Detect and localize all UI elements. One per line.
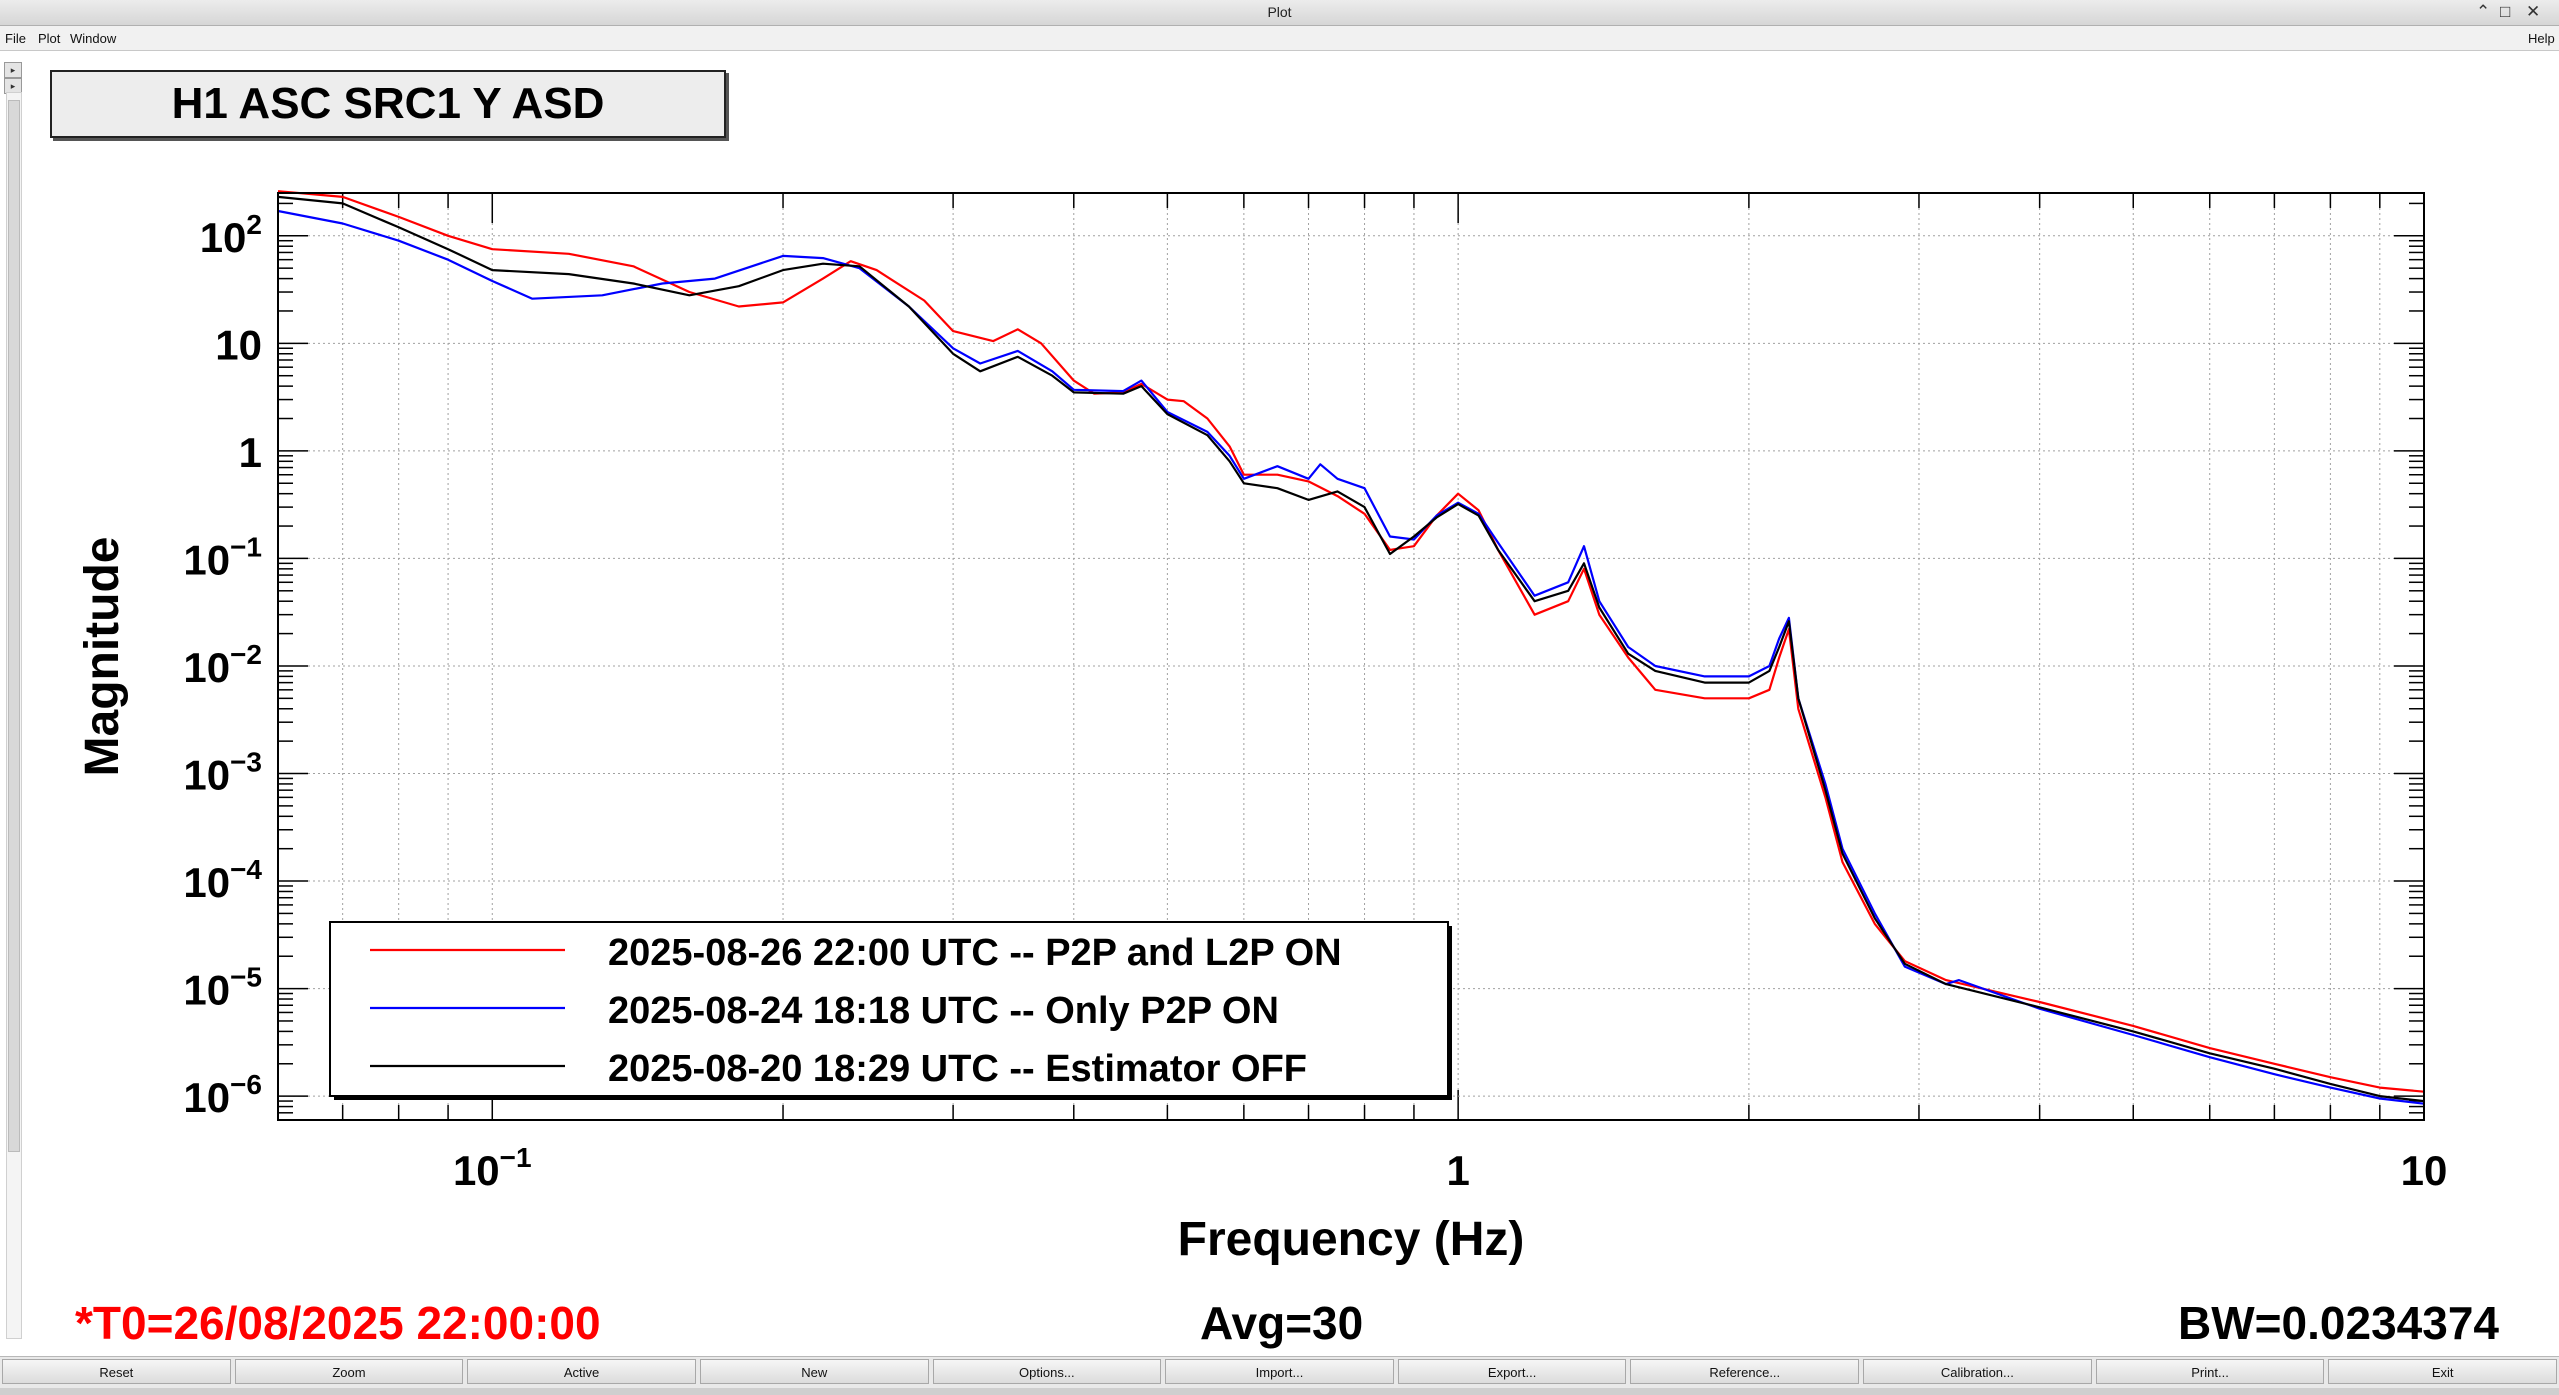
- y-tick-base: 10: [183, 752, 230, 799]
- legend-label-0: 2025-08-26 22:00 UTC -- P2P and L2P ON: [608, 932, 1342, 974]
- window-title: Plot: [1267, 4, 1292, 20]
- button-zoom[interactable]: Zoom: [234, 1359, 464, 1384]
- y-tick-base: 10: [183, 644, 230, 691]
- x-tick-label: 1: [1446, 1147, 1469, 1194]
- button-export[interactable]: Export...: [1397, 1359, 1627, 1384]
- y-tick-base: 10: [183, 1074, 230, 1121]
- y-tick-base: 10: [183, 536, 230, 583]
- y-tick-base: 10: [183, 967, 230, 1014]
- status-avg: Avg=30: [1200, 1297, 1364, 1349]
- bottom-strip: [0, 1388, 2559, 1395]
- button-calibration[interactable]: Calibration...: [1863, 1359, 2092, 1384]
- y-tick-label: 10−2: [183, 639, 262, 691]
- x-tick-label: 10: [2401, 1147, 2448, 1194]
- y-tick-exponent: −4: [230, 854, 262, 885]
- y-axis-label: Magnitude: [76, 537, 129, 777]
- close-window-icon[interactable]: ✕: [2526, 2, 2541, 21]
- y-tick-exponent: −2: [230, 639, 262, 670]
- scrollbar-thumb[interactable]: [8, 100, 20, 1152]
- y-tick-exponent: −6: [230, 1069, 262, 1100]
- x-tick-base: 1: [1446, 1147, 1469, 1194]
- y-tick-base: 1: [239, 429, 262, 476]
- y-tick-label: 10−1: [183, 531, 262, 583]
- menu-file[interactable]: File: [5, 31, 26, 46]
- series-line-0: [277, 190, 2425, 1093]
- legend-label-2: 2025-08-20 18:29 UTC -- Estimator OFF: [608, 1048, 1307, 1090]
- pad-arrow-up-icon[interactable]: ▸: [4, 62, 22, 78]
- window-titlebar: Plot ⌃ □ ✕: [0, 0, 2559, 26]
- y-tick-base: 10: [200, 214, 247, 261]
- menu-bar: File Plot Window Help: [0, 26, 2559, 51]
- x-tick-label: 10−1: [453, 1142, 532, 1194]
- y-tick-exponent: −3: [230, 747, 262, 778]
- status-t0: *T0=26/08/2025 22:00:00: [75, 1297, 601, 1349]
- y-tick-label: 10−6: [183, 1069, 262, 1121]
- y-tick-base: 10: [183, 859, 230, 906]
- status-bw: BW=0.0234374: [2178, 1297, 2499, 1349]
- button-bar: Reset Zoom Active New Options... Import... Exp…: [0, 1356, 2559, 1388]
- button-import[interactable]: Import...: [1165, 1359, 1394, 1384]
- button-active[interactable]: Active: [467, 1359, 696, 1384]
- menu-help[interactable]: Help: [2528, 31, 2555, 46]
- x-tick-exponent: −1: [500, 1142, 532, 1173]
- y-tick-exponent: −1: [230, 531, 262, 562]
- series-line-2: [277, 195, 2425, 1103]
- button-reset[interactable]: Reset: [2, 1359, 231, 1384]
- y-tick-label: 10: [215, 321, 262, 368]
- series-line-1: [277, 209, 2425, 1105]
- button-reference[interactable]: Reference...: [1630, 1359, 1860, 1384]
- x-tick-base: 10: [453, 1147, 500, 1194]
- menu-window[interactable]: Window: [70, 31, 117, 46]
- x-axis-label: Frequency (Hz): [1178, 1213, 1525, 1266]
- y-tick-label: 10−5: [183, 962, 262, 1014]
- plot-title: H1 ASC SRC1 Y ASD: [50, 70, 726, 138]
- y-tick-exponent: 2: [246, 209, 262, 240]
- y-tick-base: 10: [215, 321, 262, 368]
- button-print[interactable]: Print...: [2095, 1359, 2325, 1384]
- menu-plot[interactable]: Plot: [38, 31, 61, 46]
- y-tick-label: 102: [200, 209, 262, 261]
- button-new[interactable]: New: [699, 1359, 929, 1384]
- plot-frame: [277, 192, 2425, 1121]
- legend-label-1: 2025-08-24 18:18 UTC -- Only P2P ON: [608, 990, 1279, 1032]
- y-tick-exponent: −5: [230, 962, 262, 993]
- shade-window-icon[interactable]: ⌃: [2476, 2, 2491, 21]
- x-tick-base: 10: [2401, 1147, 2448, 1194]
- y-tick-label: 10−4: [183, 854, 262, 906]
- y-tick-label: 1: [239, 429, 262, 476]
- button-options[interactable]: Options...: [932, 1359, 1162, 1384]
- maximize-window-icon[interactable]: □: [2500, 2, 2511, 21]
- button-exit[interactable]: Exit: [2328, 1359, 2557, 1384]
- y-tick-label: 10−3: [183, 747, 262, 799]
